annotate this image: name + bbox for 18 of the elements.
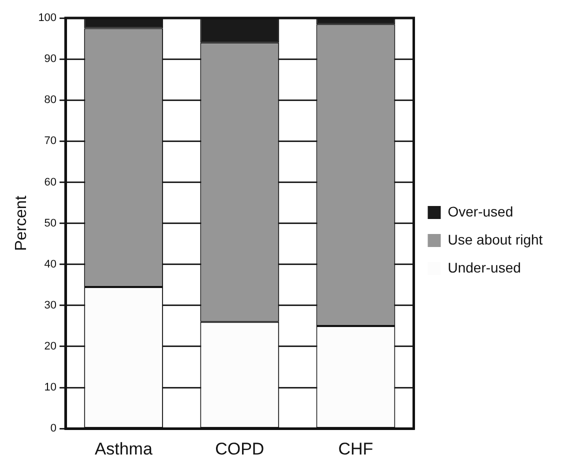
y-tick-label: 50 [44, 217, 57, 230]
y-tick-label: 10 [44, 382, 57, 394]
y-tick-label: 70 [44, 135, 57, 148]
text: Under-used [448, 259, 521, 276]
y-tick-label: 20 [44, 340, 57, 353]
x-tick-label: COPD [215, 439, 264, 458]
y-tick-label: 30 [44, 299, 57, 312]
x-tick-label: Asthma [94, 439, 153, 458]
y-tick-label: 40 [44, 258, 57, 270]
x-tick-label: CHF [338, 439, 374, 458]
y-tick-label: 100 [38, 12, 57, 24]
y-tick-label: 0 [50, 422, 57, 435]
y-tick-label: 80 [44, 94, 57, 106]
legend-label: Over-used [448, 203, 514, 220]
y-axis-title: Percent [13, 195, 30, 251]
y-tick-label: 90 [44, 53, 57, 66]
y-tick-label: 60 [44, 176, 57, 188]
legend-label: Use about right [448, 231, 543, 248]
